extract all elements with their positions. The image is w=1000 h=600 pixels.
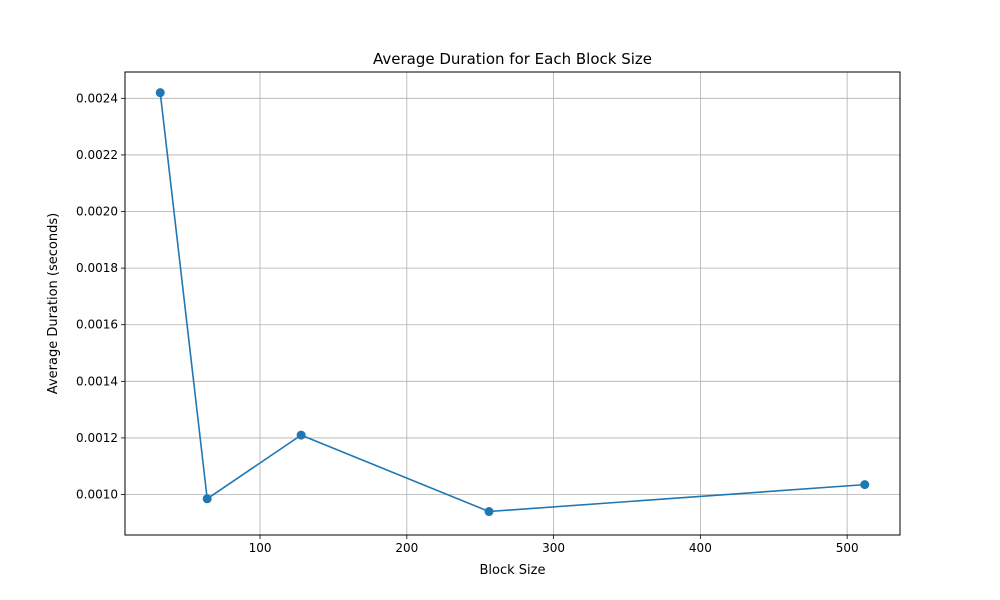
axis-ticks: 100 200 300 400 500 0.0010 0.0012 0.0014 0.0016 0… [76, 91, 859, 555]
y-tick-label: 0.0014 [76, 374, 118, 388]
y-tick-label: 0.0010 [76, 488, 118, 502]
data-point [860, 480, 870, 490]
y-tick-label: 0.0024 [76, 91, 118, 105]
x-tick-label: 400 [689, 541, 712, 555]
plot-area-frame [124, 71, 901, 536]
data-point [296, 430, 306, 440]
data-point [202, 494, 212, 504]
y-tick-label: 0.0016 [76, 318, 118, 332]
x-axis-label: Block Size [480, 563, 546, 578]
x-tick-label: 200 [395, 541, 418, 555]
y-axis-label: Average Duration (seconds) [46, 213, 61, 394]
x-tick-label: 300 [542, 541, 565, 555]
x-tick-label: 100 [249, 541, 272, 555]
x-tick-label: 500 [836, 541, 859, 555]
series-layer [155, 88, 870, 517]
data-point [484, 507, 494, 517]
chart-title: Average Duration for Each Block Size [373, 50, 652, 68]
y-tick-label: 0.0022 [76, 148, 118, 162]
grid-lines [125, 72, 900, 535]
y-tick-label: 0.0020 [76, 205, 118, 219]
y-tick-label: 0.0018 [76, 261, 118, 275]
data-point [155, 88, 165, 98]
y-tick-label: 0.0012 [76, 431, 118, 445]
